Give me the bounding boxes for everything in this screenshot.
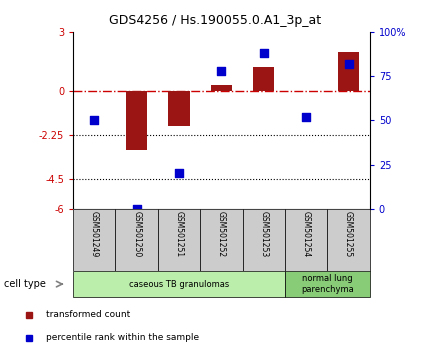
Text: GSM501251: GSM501251	[175, 211, 184, 257]
Point	[261, 50, 267, 56]
Bar	[285, 209, 327, 271]
Bar	[200, 209, 243, 271]
Point	[133, 206, 140, 212]
Point	[303, 114, 310, 120]
Point	[218, 68, 225, 74]
Bar	[126, 91, 147, 150]
Text: percentile rank within the sample: percentile rank within the sample	[46, 333, 199, 342]
Bar	[73, 209, 116, 271]
Text: GSM501252: GSM501252	[217, 211, 226, 257]
Point	[91, 118, 98, 123]
Bar	[116, 209, 158, 271]
Bar	[169, 91, 190, 126]
Text: GSM501254: GSM501254	[302, 211, 311, 257]
Bar	[243, 209, 285, 271]
Bar	[285, 271, 370, 297]
Bar	[211, 85, 232, 91]
Bar	[327, 209, 370, 271]
Text: transformed count: transformed count	[46, 310, 130, 319]
Text: GSM501249: GSM501249	[90, 211, 99, 257]
Bar	[73, 271, 285, 297]
Text: cell type: cell type	[4, 279, 46, 289]
Point	[345, 61, 352, 67]
Point	[175, 171, 182, 176]
Text: GSM501250: GSM501250	[132, 211, 141, 257]
Text: normal lung
parenchyma: normal lung parenchyma	[301, 274, 354, 294]
Text: GSM501253: GSM501253	[259, 211, 268, 257]
Text: GDS4256 / Hs.190055.0.A1_3p_at: GDS4256 / Hs.190055.0.A1_3p_at	[109, 14, 321, 27]
Bar	[338, 52, 359, 91]
Text: GSM501255: GSM501255	[344, 211, 353, 257]
Bar	[158, 209, 200, 271]
Bar	[253, 67, 274, 91]
Text: caseous TB granulomas: caseous TB granulomas	[129, 280, 229, 289]
